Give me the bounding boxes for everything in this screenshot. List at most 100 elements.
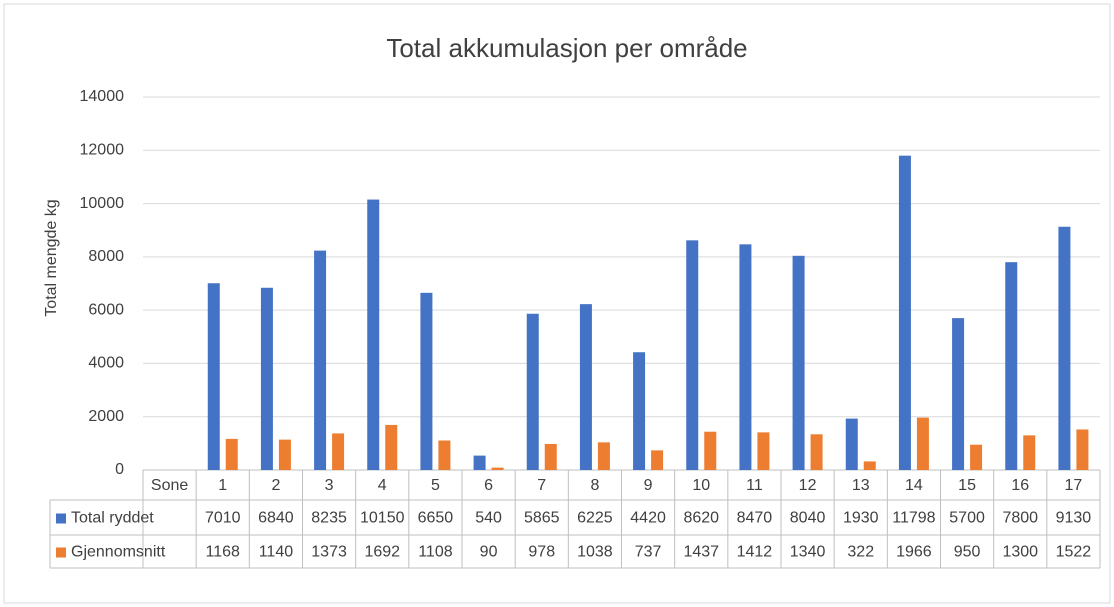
table-cell: 950: [954, 544, 981, 561]
x-tick-label: 17: [1065, 477, 1083, 494]
table-cell: 90: [480, 544, 498, 561]
table-cell: 1966: [896, 544, 932, 561]
bar: [332, 433, 345, 470]
bar: [260, 287, 273, 470]
table-cell: 737: [635, 544, 662, 561]
x-tick-label: 15: [958, 477, 976, 494]
table-cell: 1412: [737, 544, 773, 561]
x-tick-label: 6: [484, 477, 493, 494]
y-tick-label: 4000: [88, 355, 124, 372]
y-tick-label: 12000: [80, 142, 125, 159]
x-tick-label: 12: [799, 477, 817, 494]
bar: [757, 432, 770, 470]
table-cell: 1522: [1056, 544, 1092, 561]
bar: [952, 318, 965, 470]
table-cell: 322: [847, 544, 874, 561]
x-tick-label: 11: [746, 477, 763, 494]
y-axis-label: Total mengde kg: [43, 199, 60, 316]
bar: [916, 417, 929, 470]
table-cell: 4420: [630, 510, 666, 527]
table-cell: 1373: [311, 544, 347, 561]
table-cell: 6650: [418, 510, 454, 527]
bar: [438, 440, 451, 470]
table-cell: 6840: [258, 510, 294, 527]
table-cell: 8620: [683, 510, 719, 527]
bar: [1023, 435, 1036, 470]
table-cell: 5865: [524, 510, 560, 527]
bar: [314, 250, 327, 470]
table-cell: 1930: [843, 510, 879, 527]
table-cell: 540: [475, 510, 502, 527]
bar: [686, 240, 699, 470]
bar: [207, 283, 220, 470]
x-tick-label: 14: [905, 477, 923, 494]
x-tick-label: 13: [852, 477, 870, 494]
bar: [526, 313, 539, 470]
bar: [810, 434, 823, 470]
y-tick-label: 10000: [80, 195, 125, 212]
table-cell: 5700: [949, 510, 985, 527]
bar: [651, 450, 664, 470]
bar: [1058, 226, 1071, 470]
x-tick-label: 10: [692, 477, 710, 494]
bar: [792, 255, 805, 470]
table-cell: 1437: [683, 544, 719, 561]
x-tick-label: 4: [378, 477, 387, 494]
legend-swatch: [56, 547, 66, 558]
bar: [597, 442, 610, 470]
table-cell: 7800: [1002, 510, 1038, 527]
x-tick-label: 5: [431, 477, 440, 494]
legend-label: Total ryddet: [71, 510, 154, 527]
legend-swatch: [56, 513, 66, 524]
table-cell: 1108: [418, 544, 453, 561]
table-cell: 8040: [790, 510, 826, 527]
table-cell: 11798: [892, 510, 935, 527]
table-cell: 9130: [1056, 510, 1092, 527]
table-cell: 8470: [737, 510, 773, 527]
bar: [633, 352, 646, 470]
bar: [1076, 429, 1089, 470]
bar: [367, 199, 380, 470]
chart-frame: [3, 3, 1111, 604]
legend-label: Gjennomsnitt: [71, 544, 166, 561]
table-cell: 10150: [360, 510, 405, 527]
y-tick-label: 14000: [80, 88, 125, 105]
bar: [845, 418, 858, 470]
x-tick-label: 1: [218, 477, 227, 494]
table-cell: 6225: [577, 510, 613, 527]
bar: [544, 443, 557, 470]
x-tick-label: 9: [644, 477, 653, 494]
x-tick-label: 3: [325, 477, 334, 494]
y-tick-label: 0: [115, 461, 124, 478]
bar: [970, 444, 983, 470]
x-tick-label: 2: [271, 477, 280, 494]
bar: [704, 431, 717, 470]
bar: [898, 155, 911, 470]
table-cell: 1692: [364, 544, 400, 561]
table-cell: 1300: [1002, 544, 1038, 561]
bar: [739, 244, 752, 470]
chart-title: Total akkumulasjon per område: [386, 33, 747, 63]
table-cell: 1140: [259, 544, 294, 561]
bar: [225, 438, 238, 470]
bar: [385, 424, 398, 470]
y-tick-label: 6000: [88, 301, 124, 318]
table-cell: 978: [528, 544, 555, 561]
x-tick-label: 8: [590, 477, 599, 494]
y-tick-label: 8000: [88, 248, 124, 265]
bar: [278, 439, 291, 470]
bar: [1005, 262, 1018, 470]
table-cell: 1340: [790, 544, 826, 561]
table-cell: 1038: [577, 544, 613, 561]
bar: [579, 304, 592, 470]
x-tick-label: 7: [537, 477, 546, 494]
x-tick-label: Sone: [151, 477, 188, 494]
bar: [420, 292, 433, 470]
x-tick-label: 16: [1011, 477, 1029, 494]
table-cell: 1168: [206, 544, 241, 561]
bar: [863, 461, 876, 470]
table-cell: 8235: [311, 510, 347, 527]
bar: [473, 455, 486, 470]
